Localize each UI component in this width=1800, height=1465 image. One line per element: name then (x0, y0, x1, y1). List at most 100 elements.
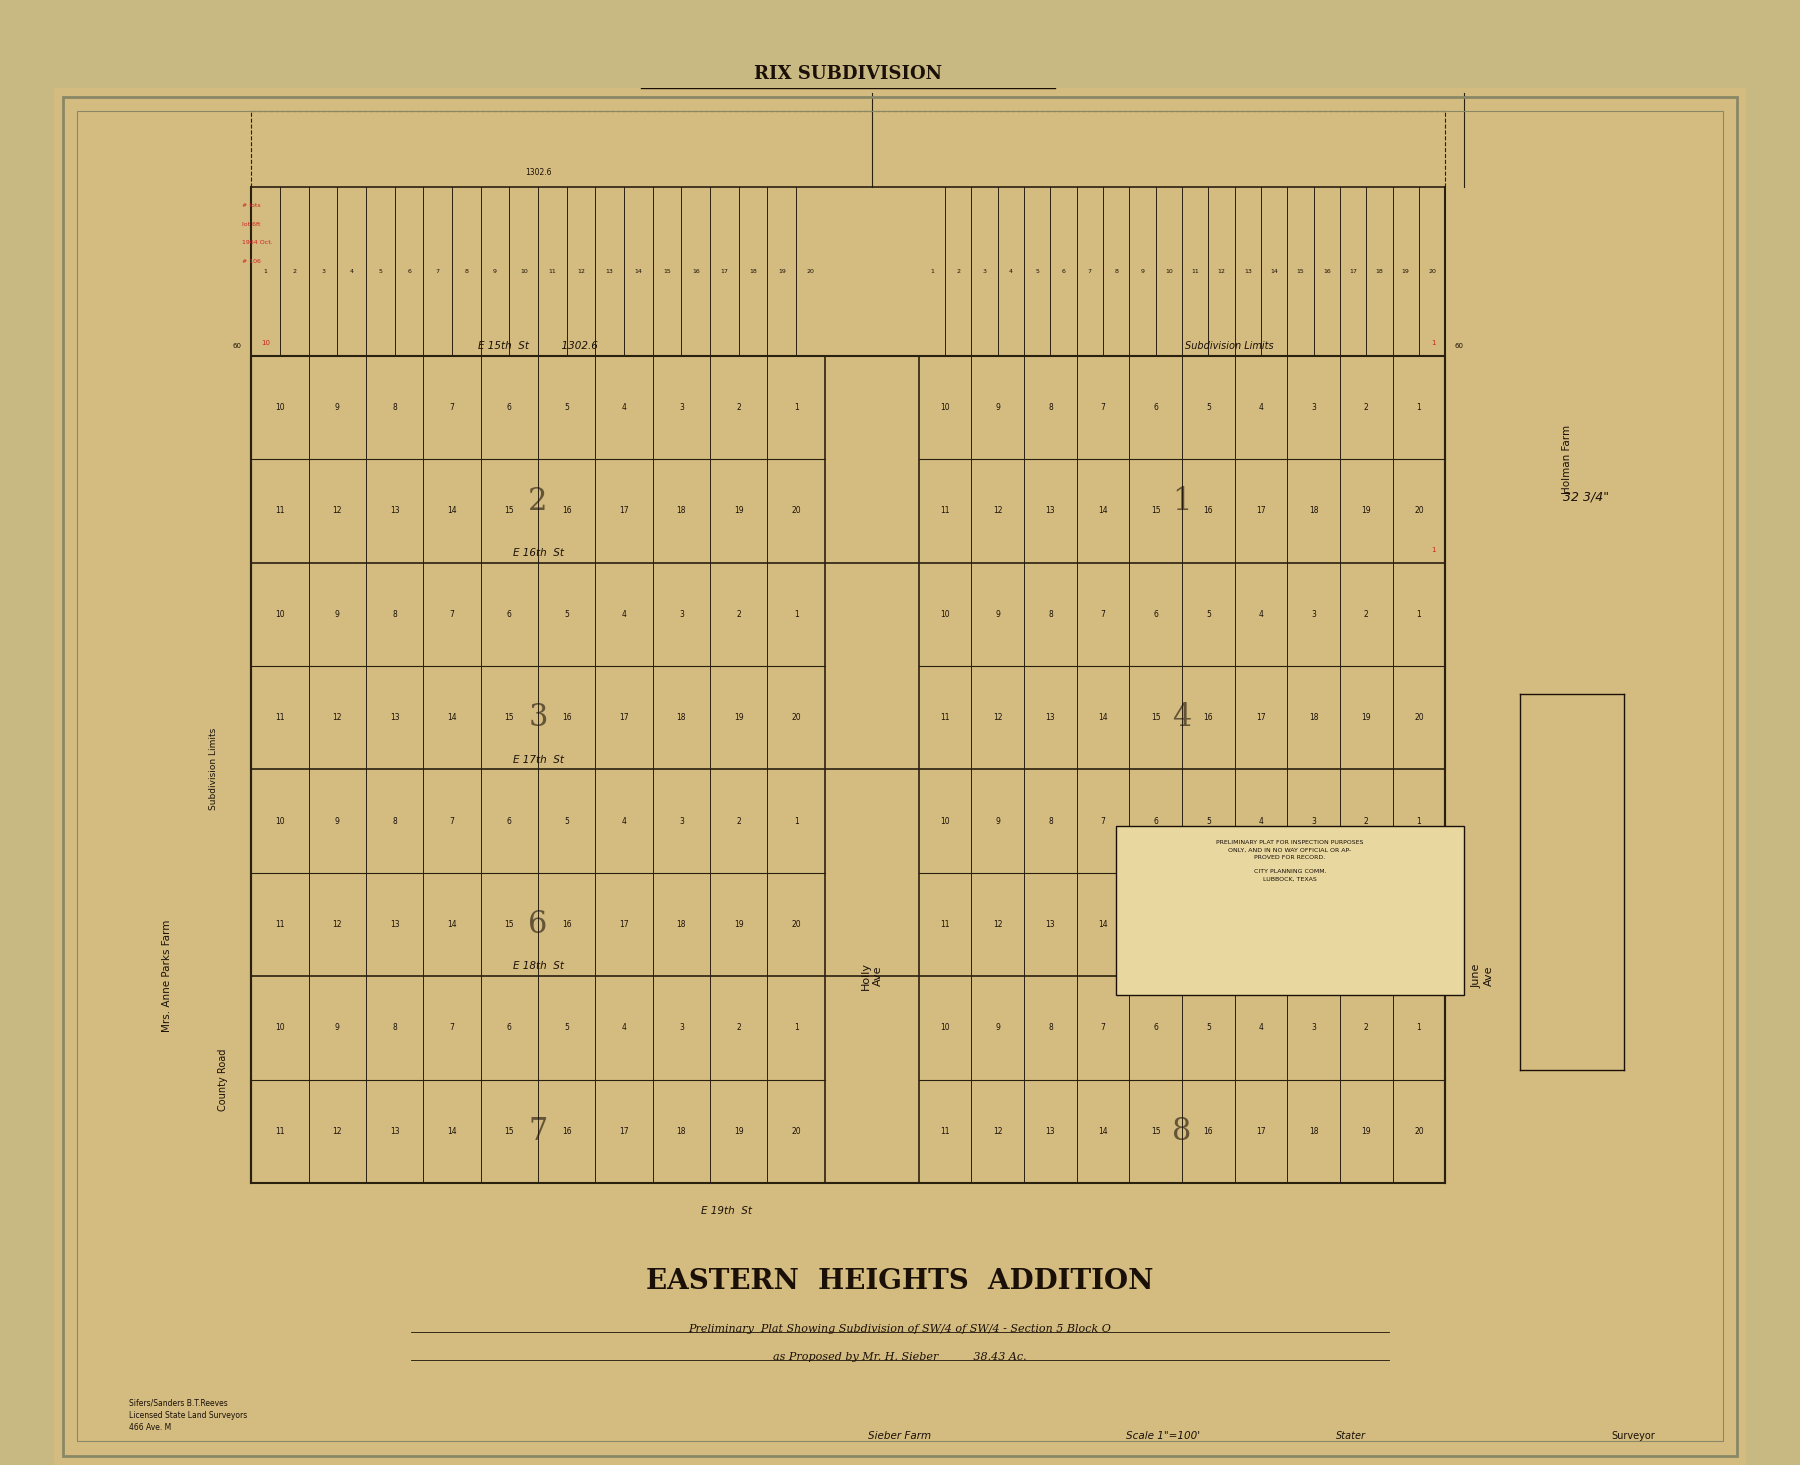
Text: 12: 12 (1217, 268, 1226, 274)
Text: 5: 5 (565, 1024, 569, 1033)
Text: 20: 20 (1415, 920, 1424, 929)
Text: EASTERN  HEIGHTS  ADDITION: EASTERN HEIGHTS ADDITION (646, 1267, 1154, 1295)
Text: 11: 11 (1192, 268, 1199, 274)
Text: 20: 20 (806, 268, 814, 274)
Text: 20: 20 (792, 920, 801, 929)
Text: 12: 12 (333, 1127, 342, 1135)
Text: 1: 1 (794, 816, 799, 826)
Text: 17: 17 (1256, 1127, 1265, 1135)
Text: 10: 10 (275, 1024, 284, 1033)
Text: 13: 13 (391, 920, 400, 929)
Text: 8: 8 (1048, 816, 1053, 826)
Text: 15: 15 (1150, 507, 1161, 516)
Text: 12: 12 (994, 713, 1003, 722)
Text: 17: 17 (1256, 713, 1265, 722)
Text: 7: 7 (1100, 816, 1105, 826)
Text: 9: 9 (995, 816, 1001, 826)
Text: 4: 4 (1258, 816, 1264, 826)
Text: 20: 20 (1415, 1127, 1424, 1135)
Text: 8: 8 (1048, 1024, 1053, 1033)
Text: 8: 8 (1172, 1116, 1192, 1147)
Text: 9: 9 (335, 1024, 340, 1033)
Text: 4: 4 (1010, 268, 1013, 274)
Text: 16: 16 (562, 1127, 572, 1135)
Text: 1: 1 (1431, 340, 1436, 346)
Text: as Proposed by Mr. H. Sieber          38.43 Ac.: as Proposed by Mr. H. Sieber 38.43 Ac. (774, 1352, 1026, 1362)
Text: 32 3/4": 32 3/4" (1562, 491, 1609, 504)
Text: 12: 12 (333, 507, 342, 516)
Text: 17: 17 (619, 1127, 628, 1135)
Text: 8: 8 (1048, 609, 1053, 618)
Text: 10: 10 (520, 268, 527, 274)
Text: 19: 19 (1361, 507, 1372, 516)
Text: 5: 5 (565, 816, 569, 826)
Text: 11: 11 (275, 1127, 284, 1135)
Text: 19: 19 (1361, 920, 1372, 929)
Bar (252, 356, 1445, 1184)
Text: 4: 4 (349, 268, 355, 274)
Text: 19: 19 (734, 507, 743, 516)
Text: # lots: # lots (241, 202, 261, 208)
Text: 14: 14 (634, 268, 643, 274)
Text: 3: 3 (1310, 609, 1316, 618)
Text: 2: 2 (736, 609, 742, 618)
Text: 14: 14 (446, 713, 457, 722)
Text: 16: 16 (1204, 1127, 1213, 1135)
Text: 14: 14 (1098, 507, 1107, 516)
Text: 16: 16 (562, 713, 572, 722)
Text: RIX SUBDIVISION: RIX SUBDIVISION (754, 64, 943, 82)
Text: 5: 5 (565, 403, 569, 412)
Text: 10: 10 (940, 816, 950, 826)
Text: 16: 16 (1323, 268, 1330, 274)
Text: 16: 16 (1204, 507, 1213, 516)
Text: 1: 1 (931, 268, 934, 274)
Text: 20: 20 (1427, 268, 1436, 274)
Text: 11: 11 (275, 507, 284, 516)
Text: 15: 15 (504, 1127, 515, 1135)
Text: 9: 9 (335, 609, 340, 618)
Text: 15: 15 (1150, 1127, 1161, 1135)
Text: 4: 4 (1258, 403, 1264, 412)
Text: 11: 11 (940, 1127, 950, 1135)
Text: 13: 13 (1046, 1127, 1055, 1135)
Text: E 18th  St: E 18th St (513, 961, 563, 971)
Text: 17: 17 (619, 920, 628, 929)
Text: 12: 12 (333, 920, 342, 929)
Text: 19: 19 (778, 268, 787, 274)
Text: # 106: # 106 (241, 259, 261, 264)
Text: 17: 17 (1256, 507, 1265, 516)
Text: 1: 1 (1417, 403, 1422, 412)
Text: 13: 13 (1046, 713, 1055, 722)
Text: 6: 6 (1154, 1024, 1157, 1033)
Text: 10: 10 (275, 816, 284, 826)
Text: 6: 6 (1154, 816, 1157, 826)
Text: June
Ave: June Ave (1472, 964, 1494, 989)
Text: 13: 13 (607, 268, 614, 274)
Text: 11: 11 (549, 268, 556, 274)
Text: 9: 9 (995, 609, 1001, 618)
Text: 7: 7 (436, 268, 439, 274)
Text: 17: 17 (1256, 920, 1265, 929)
Text: E 19th  St: E 19th St (700, 1207, 752, 1216)
Text: 5: 5 (565, 609, 569, 618)
Text: 9: 9 (335, 403, 340, 412)
Text: 16: 16 (1204, 920, 1213, 929)
Text: 14: 14 (1098, 713, 1107, 722)
Text: 13: 13 (1046, 920, 1055, 929)
Text: 15: 15 (1150, 713, 1161, 722)
Text: 18: 18 (749, 268, 758, 274)
Text: 13: 13 (391, 713, 400, 722)
Text: 7: 7 (450, 609, 455, 618)
Text: 15: 15 (504, 507, 515, 516)
Text: 1: 1 (1172, 486, 1192, 517)
Text: 19: 19 (734, 713, 743, 722)
Text: 16: 16 (1204, 713, 1213, 722)
Text: Scale 1"=100': Scale 1"=100' (1127, 1431, 1201, 1442)
Text: 1: 1 (1417, 609, 1422, 618)
Text: 13: 13 (1244, 268, 1251, 274)
Text: 19: 19 (734, 920, 743, 929)
Text: 14: 14 (1271, 268, 1278, 274)
Text: 20: 20 (792, 507, 801, 516)
Text: 19: 19 (1361, 713, 1372, 722)
Text: 18: 18 (1309, 920, 1318, 929)
